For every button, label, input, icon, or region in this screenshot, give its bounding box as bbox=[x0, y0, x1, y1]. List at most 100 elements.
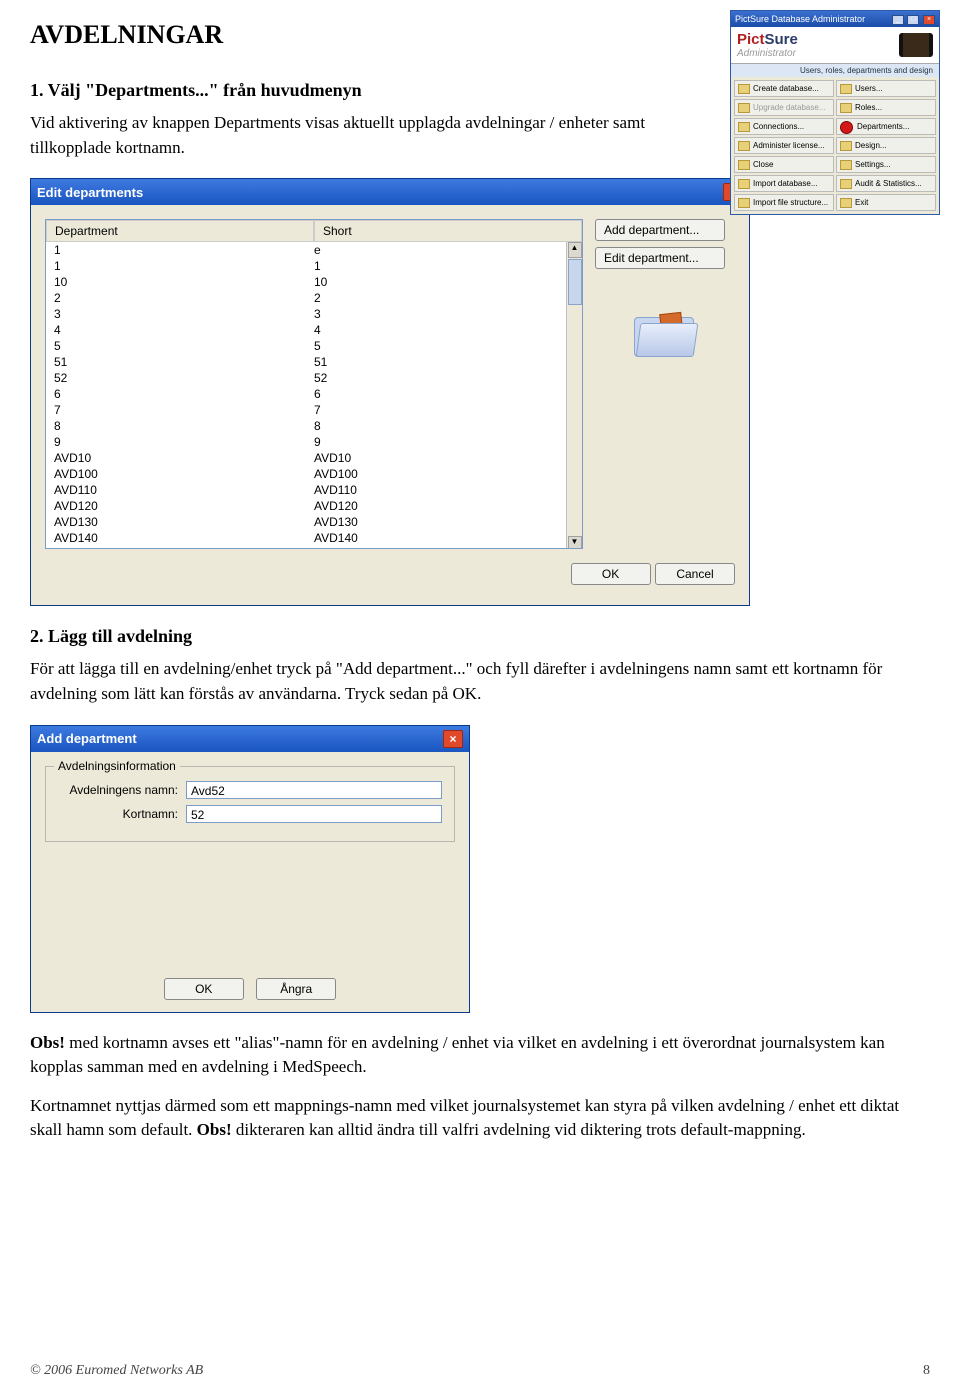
folder-icon bbox=[840, 198, 852, 208]
folder-icon bbox=[630, 309, 700, 359]
admin-menu-label: Import database... bbox=[753, 179, 817, 188]
admin-menu-label: Create database... bbox=[753, 84, 819, 93]
admin-menu-button[interactable]: Close bbox=[734, 156, 834, 173]
obs1-strong: Obs! bbox=[30, 1033, 65, 1052]
table-row[interactable]: 33 bbox=[46, 306, 582, 322]
cell-department: 51 bbox=[54, 354, 314, 370]
cell-short: AVD10 bbox=[314, 450, 574, 466]
cell-department: 1 bbox=[54, 258, 314, 274]
logo-subtext: Administrator bbox=[737, 48, 798, 59]
cell-short: 10 bbox=[314, 274, 574, 290]
table-row[interactable]: AVD120AVD120 bbox=[46, 498, 582, 514]
cell-short: AVD130 bbox=[314, 514, 574, 530]
cell-department: 3 bbox=[54, 306, 314, 322]
admin-menu-button[interactable]: Roles... bbox=[836, 99, 936, 116]
ok-button[interactable]: OK bbox=[571, 563, 651, 585]
admin-menu-button[interactable]: Administer license... bbox=[734, 137, 834, 154]
admin-menu-label: Administer license... bbox=[753, 141, 825, 150]
admin-menu-button[interactable]: Connections... bbox=[734, 118, 834, 135]
admin-menu-button[interactable]: Upgrade database... bbox=[734, 99, 834, 116]
scroll-down-icon[interactable]: ▼ bbox=[568, 536, 582, 549]
section1-title: 1. Välj "Departments..." från huvudmenyn bbox=[30, 80, 710, 101]
scrollbar[interactable]: ▲ ▼ bbox=[566, 242, 582, 548]
table-row[interactable]: 5252 bbox=[46, 370, 582, 386]
table-row[interactable]: AVD130AVD130 bbox=[46, 514, 582, 530]
table-row[interactable]: AVD110AVD110 bbox=[46, 482, 582, 498]
admin-menu-label: Import file structure... bbox=[753, 198, 828, 207]
department-list[interactable]: Department Short 1e111010223344555151525… bbox=[45, 219, 583, 549]
cell-department: AVD110 bbox=[54, 482, 314, 498]
folder-icon bbox=[738, 84, 750, 94]
add-dept-titlebar: Add department × bbox=[31, 726, 469, 752]
close-icon[interactable]: × bbox=[443, 730, 463, 748]
folder-icon bbox=[840, 160, 852, 170]
folder-icon bbox=[738, 198, 750, 208]
undo-button[interactable]: Ångra bbox=[256, 978, 336, 1000]
minimize-icon[interactable]: _ bbox=[892, 15, 904, 25]
table-row[interactable]: 11 bbox=[46, 258, 582, 274]
cell-short: 9 bbox=[314, 434, 574, 450]
admin-menu-label: Upgrade database... bbox=[753, 103, 826, 112]
admin-menu-button[interactable]: Departments... bbox=[836, 118, 936, 135]
table-row[interactable]: 77 bbox=[46, 402, 582, 418]
cell-short: AVD110 bbox=[314, 482, 574, 498]
ok-button[interactable]: OK bbox=[164, 978, 244, 1000]
table-row[interactable]: 44 bbox=[46, 322, 582, 338]
table-row[interactable]: AVD140AVD140 bbox=[46, 530, 582, 546]
film-reel-icon bbox=[899, 33, 933, 57]
admin-menu-label: Exit bbox=[855, 198, 868, 207]
admin-menu-button[interactable]: Design... bbox=[836, 137, 936, 154]
admin-logo: PictSure Administrator bbox=[731, 27, 939, 64]
table-row[interactable]: 55 bbox=[46, 338, 582, 354]
admin-menu-label: Close bbox=[753, 160, 773, 169]
cell-short: 6 bbox=[314, 386, 574, 402]
section2-title: 2. Lägg till avdelning bbox=[30, 626, 930, 647]
dept-name-input[interactable]: Avd52 bbox=[186, 781, 442, 799]
admin-menu-label: Departments... bbox=[857, 122, 909, 131]
logo-text: PictSure bbox=[737, 31, 798, 48]
obs2-text: Kortnamnet nyttjas därmed som ett mappni… bbox=[30, 1094, 930, 1143]
cell-department: 5 bbox=[54, 338, 314, 354]
col-short[interactable]: Short bbox=[314, 220, 582, 242]
cancel-button[interactable]: Cancel bbox=[655, 563, 735, 585]
scroll-up-icon[interactable]: ▲ bbox=[568, 242, 582, 258]
table-row[interactable]: 5151 bbox=[46, 354, 582, 370]
cell-short: 5 bbox=[314, 338, 574, 354]
table-row[interactable]: AVD10AVD10 bbox=[46, 450, 582, 466]
table-row[interactable]: AVD100AVD100 bbox=[46, 466, 582, 482]
table-row[interactable]: 22 bbox=[46, 290, 582, 306]
label-shortname: Kortnamn: bbox=[58, 807, 178, 821]
table-row[interactable]: 66 bbox=[46, 386, 582, 402]
scroll-thumb[interactable] bbox=[568, 259, 582, 305]
admin-menu-button[interactable]: Settings... bbox=[836, 156, 936, 173]
table-row[interactable]: AVD150AVD150 bbox=[46, 546, 582, 549]
admin-menu-button[interactable]: Users... bbox=[836, 80, 936, 97]
admin-menu-button[interactable]: Exit bbox=[836, 194, 936, 211]
cell-short: 1 bbox=[314, 258, 574, 274]
close-icon[interactable]: × bbox=[923, 15, 935, 25]
folder-icon bbox=[738, 160, 750, 170]
edit-dept-title: Edit departments bbox=[37, 185, 143, 200]
table-row[interactable]: 88 bbox=[46, 418, 582, 434]
cell-department: AVD130 bbox=[54, 514, 314, 530]
table-row[interactable]: 1010 bbox=[46, 274, 582, 290]
col-department[interactable]: Department bbox=[46, 220, 314, 242]
admin-menu-button[interactable]: Import file structure... bbox=[734, 194, 834, 211]
shortname-input[interactable]: 52 bbox=[186, 805, 442, 823]
cell-short: 51 bbox=[314, 354, 574, 370]
admin-menu-button[interactable]: Import database... bbox=[734, 175, 834, 192]
add-department-button[interactable]: Add department... bbox=[595, 219, 725, 241]
admin-menu-button[interactable]: Audit & Statistics... bbox=[836, 175, 936, 192]
table-row[interactable]: 99 bbox=[46, 434, 582, 450]
folder-icon bbox=[840, 179, 852, 189]
edit-department-button[interactable]: Edit department... bbox=[595, 247, 725, 269]
folder-icon bbox=[840, 141, 852, 151]
table-row[interactable]: 1e bbox=[46, 242, 582, 258]
admin-menu-button[interactable]: Create database... bbox=[734, 80, 834, 97]
maximize-icon[interactable]: □ bbox=[907, 15, 919, 25]
cell-department: 8 bbox=[54, 418, 314, 434]
section1-body: Vid aktivering av knappen Departments vi… bbox=[30, 111, 710, 160]
folder-icon bbox=[840, 84, 852, 94]
window-buttons: _ □ × bbox=[891, 13, 935, 25]
obs1-text: Obs! med kortnamn avses ett "alias"-namn… bbox=[30, 1031, 930, 1080]
